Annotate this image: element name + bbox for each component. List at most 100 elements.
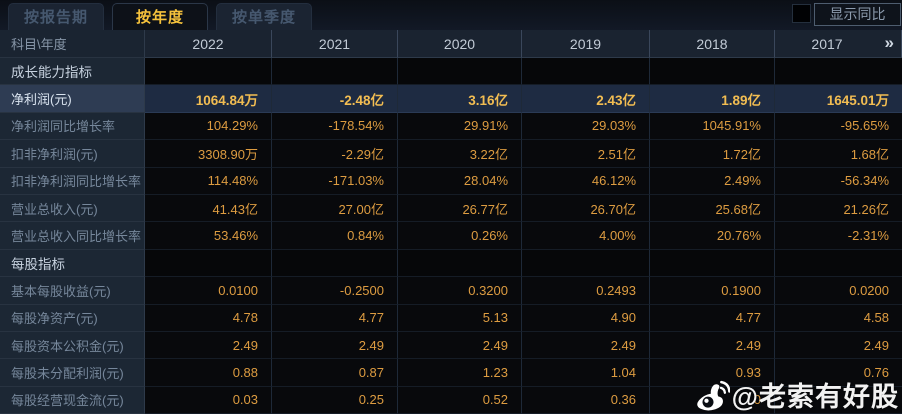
row-label: 营业总收入同比增长率: [0, 222, 145, 250]
cell-value: -178.54%: [272, 112, 398, 141]
cell-value: [145, 249, 272, 278]
cell-value: -2.31%: [775, 222, 902, 250]
cell-value: 4.78: [145, 304, 272, 332]
cell-value: 0.88: [145, 359, 272, 387]
row-label: 每股净资产(元): [0, 304, 145, 332]
cell-value: [650, 58, 775, 86]
table-row: 营业总收入同比增长率 53.46% 0.84% 0.26% 4.00% 20.76% -2.…: [0, 222, 902, 250]
cell-value: 0.52: [398, 386, 522, 414]
cell-value: -0.2500: [272, 277, 398, 305]
cell-value: [522, 58, 650, 86]
table-row: 扣非净利润(元) 3308.90万 -2.29亿 3.22亿 2.51亿 1.72亿 1.6…: [0, 140, 902, 168]
cell-value: 1.72亿: [650, 140, 775, 168]
cell-value: 0.87: [272, 359, 398, 387]
year-label: 2018: [696, 35, 728, 52]
cell-value: 46.12%: [522, 167, 650, 195]
cell-value: 2.43亿: [522, 85, 650, 113]
cell-value: [145, 58, 272, 86]
cell-value: -2.29亿: [272, 140, 398, 168]
cell-value: 2.49: [775, 331, 902, 360]
year-label: 2021: [318, 35, 351, 52]
cell-value: 0.26%: [398, 222, 522, 250]
cell-value: [272, 249, 398, 278]
cell-value: 4.00%: [522, 222, 650, 250]
cell-value: 0.2493: [522, 277, 650, 305]
cell-value: [775, 249, 902, 278]
table-row: 每股经营现金流(元) 0.03 0.25 0.52 0.36 0: [0, 386, 902, 414]
cell-value: 2.49: [145, 331, 272, 360]
cell-value: 2.49: [650, 331, 775, 360]
cell-value: 53.46%: [145, 222, 272, 250]
table-header-row: 科目\年度 2022 2021 2020 2019 2018 2017 »: [0, 30, 902, 58]
cell-value: [522, 249, 650, 278]
cell-value: 2.51亿: [522, 140, 650, 168]
table-row: 每股资本公积金(元) 2.49 2.49 2.49 2.49 2.49 2.49: [0, 331, 902, 360]
cell-value: 114.48%: [145, 167, 272, 195]
year-header-2022: 2022: [145, 30, 272, 58]
cell-value: 4.77: [272, 304, 398, 332]
year-label: 2022: [192, 35, 224, 52]
cell-value: 1.89亿: [650, 85, 775, 113]
cell-value: 3308.90万: [145, 140, 272, 168]
cell-value: 20.76%: [650, 222, 775, 250]
cell-value: 2.49: [522, 331, 650, 360]
cell-value: 0.3200: [398, 277, 522, 305]
year-label: 2020: [443, 35, 476, 52]
cell-value: 3.16亿: [398, 85, 522, 113]
cell-value: 41.43亿: [145, 194, 272, 223]
cell-value: 2.49: [272, 331, 398, 360]
cell-value: 0.1900: [650, 277, 775, 305]
cell-value: 0.03: [145, 386, 272, 414]
cell-value: 25.68亿: [650, 194, 775, 223]
tab-report-period[interactable]: 按报告期: [8, 3, 104, 30]
table-row: 每股未分配利润(元) 0.88 0.87 1.23 1.04 0.93 0.76: [0, 359, 902, 387]
cell-value: 26.77亿: [398, 194, 522, 223]
cell-value: 29.91%: [398, 112, 522, 141]
cell-value: 21.26亿: [775, 194, 902, 223]
cell-value: 1645.01万: [775, 85, 902, 113]
cell-value: 0.0100: [145, 277, 272, 305]
table-row: 基本每股收益(元) 0.0100 -0.2500 0.3200 0.2493 0.1900…: [0, 277, 902, 305]
row-label: 扣非净利润同比增长率: [0, 167, 145, 195]
row-label: 基本每股收益(元): [0, 277, 145, 305]
year-header-2021: 2021: [272, 30, 398, 58]
year-header-2019: 2019: [522, 30, 650, 58]
table-row: 扣非净利润同比增长率 114.48% -171.03% 28.04% 46.12% 2.4…: [0, 167, 902, 195]
year-label: 2017: [811, 35, 843, 52]
cell-value: 0.84%: [272, 222, 398, 250]
row-label: 每股资本公积金(元): [0, 331, 145, 360]
tab-yearly[interactable]: 按年度: [112, 3, 208, 30]
table-row: 营业总收入(元) 41.43亿 27.00亿 26.77亿 26.70亿 25.68亿 21…: [0, 194, 902, 223]
section-label: 成长能力指标: [0, 58, 145, 86]
cell-value: [650, 249, 775, 278]
row-label: 每股经营现金流(元): [0, 386, 145, 414]
corner-cell: 科目\年度: [0, 30, 145, 58]
more-years-icon[interactable]: »: [884, 33, 894, 52]
cell-value: 0.93: [650, 359, 775, 387]
cell-value: 1.23: [398, 359, 522, 387]
cell-value: 2.49: [398, 331, 522, 360]
tab-container: 按报告期 按年度 按单季度: [8, 3, 320, 30]
cell-value: [775, 58, 902, 86]
cell-value: 104.29%: [145, 112, 272, 141]
section-row: 每股指标: [0, 249, 902, 278]
cell-value: 4.77: [650, 304, 775, 332]
cell-value: -56.34%: [775, 167, 902, 195]
table-row: 每股净资产(元) 4.78 4.77 5.13 4.90 4.77 4.58: [0, 304, 902, 332]
row-label: 扣非净利润(元): [0, 140, 145, 168]
cell-value: -171.03%: [272, 167, 398, 195]
cell-value: [272, 58, 398, 86]
cell-value: 0.36: [522, 386, 650, 414]
cell-value: -95.65%: [775, 112, 902, 141]
show-yoy-button[interactable]: 显示同比: [814, 3, 901, 26]
cell-value: 0: [650, 386, 775, 414]
year-header-2020: 2020: [398, 30, 522, 58]
cell-value: 0.25: [272, 386, 398, 414]
tab-single-quarter[interactable]: 按单季度: [216, 3, 312, 30]
section-row: 成长能力指标: [0, 58, 902, 86]
cell-value: 26.70亿: [522, 194, 650, 223]
cell-value: 1064.84万: [145, 85, 272, 113]
tab-bar: 按报告期 按年度 按单季度 显示同比: [0, 0, 902, 30]
show-yoy-checkbox[interactable]: [792, 4, 811, 23]
